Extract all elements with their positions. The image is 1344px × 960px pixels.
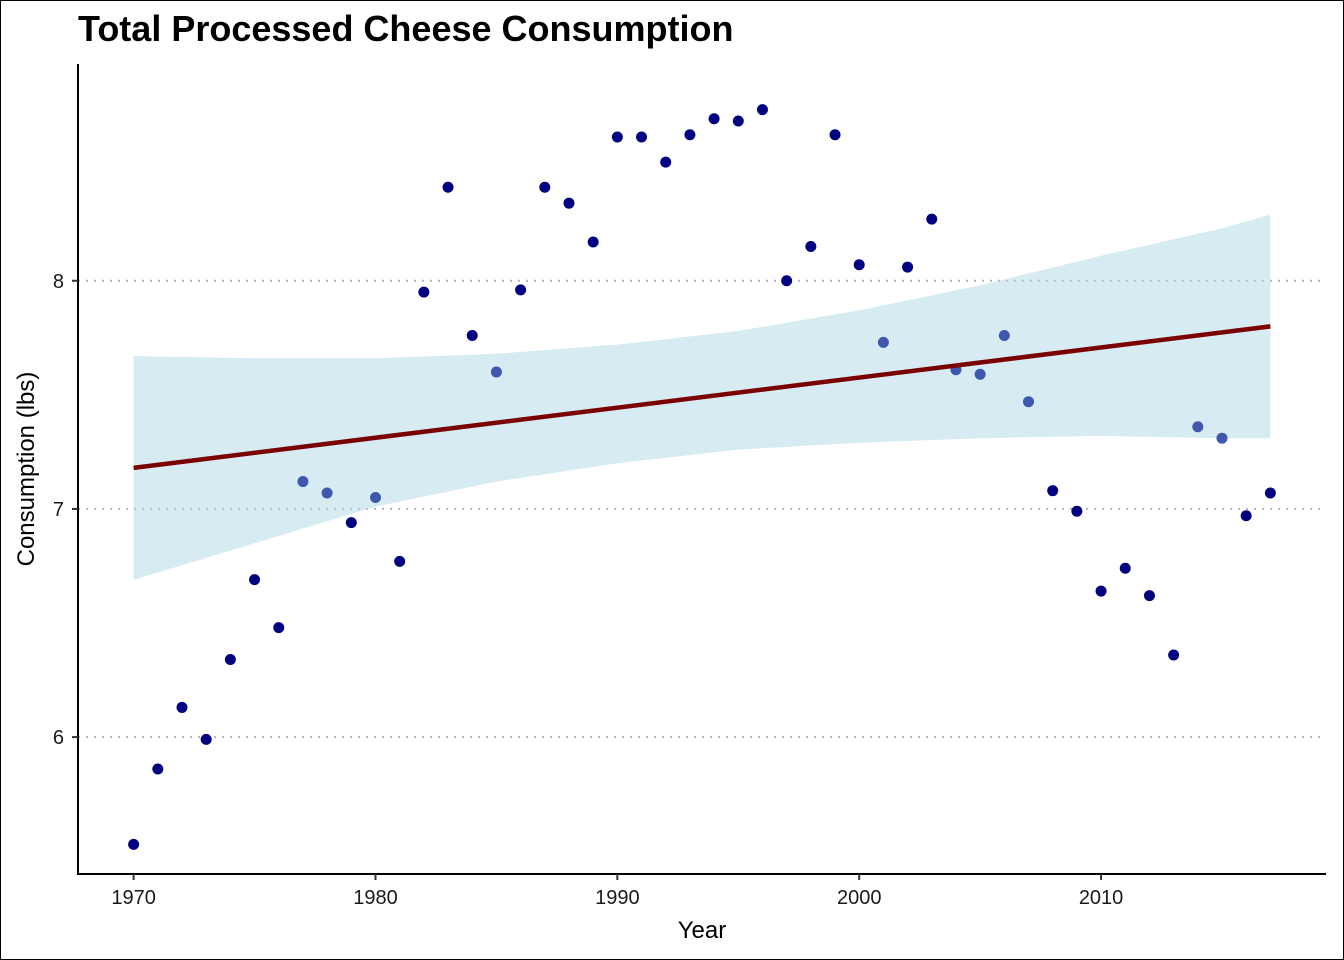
data-point-1982	[418, 286, 430, 298]
data-point-1991	[636, 131, 648, 143]
data-point-2003	[926, 213, 938, 225]
data-point-2006	[998, 330, 1010, 342]
x-tick-label-1990: 1990	[595, 887, 640, 909]
trend-line	[133, 324, 1271, 471]
data-point-2002	[902, 261, 914, 273]
x-tick-label-1970: 1970	[111, 887, 156, 909]
data-point-1990	[611, 131, 623, 143]
data-point-1994	[708, 113, 720, 125]
data-point-1975	[249, 574, 261, 586]
data-point-1974	[224, 654, 236, 666]
data-point-2013	[1168, 649, 1180, 661]
data-point-2000	[853, 259, 865, 271]
data-point-1992	[660, 156, 672, 168]
data-point-2001	[877, 336, 889, 348]
y-tick-label-7: 7	[53, 499, 64, 521]
x-tick-label-1980: 1980	[353, 887, 398, 909]
data-point-2016	[1240, 510, 1252, 522]
x-tick-label-2010: 2010	[1079, 887, 1124, 909]
data-point-2010	[1095, 585, 1107, 597]
data-point-1976	[273, 622, 285, 634]
data-point-1981	[394, 555, 406, 567]
data-point-1984	[466, 330, 478, 342]
y-tick-label-6: 6	[53, 727, 64, 749]
axes	[72, 64, 1326, 880]
data-point-1980	[369, 492, 381, 504]
data-point-1987	[539, 181, 551, 193]
y-tick-label-8: 8	[53, 271, 64, 293]
data-point-2007	[1023, 396, 1035, 408]
data-point-1973	[200, 733, 212, 745]
data-point-2011	[1119, 562, 1131, 574]
data-point-2012	[1143, 590, 1155, 602]
x-axis-title: Year	[678, 917, 727, 944]
data-point-1993	[684, 129, 696, 141]
x-tick-label-2000: 2000	[837, 887, 882, 909]
data-point-1997	[781, 275, 793, 287]
data-point-2017	[1264, 487, 1276, 499]
data-point-1971	[152, 763, 164, 775]
data-point-1977	[297, 476, 309, 488]
data-point-1988	[563, 197, 575, 209]
data-point-1989	[587, 236, 599, 248]
data-point-1979	[345, 517, 357, 529]
data-point-1986	[515, 284, 527, 296]
data-point-2005	[974, 368, 986, 380]
data-point-1998	[805, 241, 817, 253]
data-points	[128, 104, 1276, 850]
tick-labels: 1970 1980 1990 2000 2010 6 7 8	[53, 271, 1123, 909]
data-point-2014	[1192, 421, 1204, 433]
data-point-1983	[442, 181, 454, 193]
data-point-2015	[1216, 432, 1228, 444]
data-point-2008	[1047, 485, 1059, 497]
data-point-1978	[321, 487, 333, 499]
data-point-1970	[128, 838, 140, 850]
y-axis-title: Consumption (lbs)	[13, 372, 40, 567]
data-point-1985	[490, 366, 502, 378]
data-point-1999	[829, 129, 841, 141]
data-point-1972	[176, 701, 188, 713]
chart-title: Total Processed Cheese Consumption	[78, 8, 734, 49]
data-point-1995	[732, 115, 744, 127]
data-point-2009	[1071, 505, 1083, 517]
data-point-1996	[756, 104, 768, 116]
